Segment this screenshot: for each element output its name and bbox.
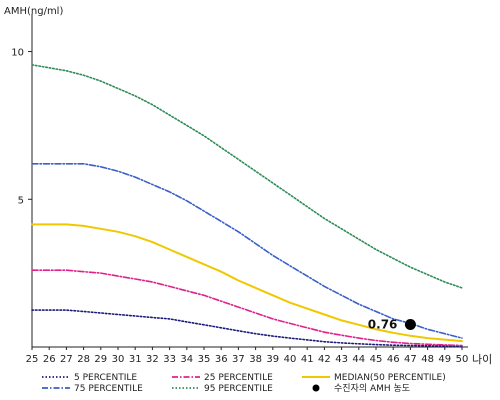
x-tick-label-36: 36 (215, 354, 228, 365)
y-axis-label: AMH(ng/ml) (4, 6, 63, 17)
x-tick-label-50: 50 (456, 354, 469, 365)
legend-label-95-percentile: 95 PERCENTILE (204, 384, 273, 394)
y-tick-label-5: 5 (18, 195, 24, 206)
x-tick-label-47: 47 (404, 354, 417, 365)
x-tick-label-30: 30 (112, 354, 125, 365)
x-tick-label-40: 40 (284, 354, 297, 365)
x-tick-label-44: 44 (352, 354, 365, 365)
x-tick-label-49: 49 (438, 354, 451, 365)
x-tick-label-29: 29 (94, 354, 107, 365)
x-tick-label-35: 35 (198, 354, 211, 365)
x-tick-label-43: 43 (335, 354, 348, 365)
legend-label-25-percentile: 25 PERCENTILE (204, 373, 273, 383)
series-line-25-percentile (31, 269, 463, 347)
x-tick-label-39: 39 (266, 354, 279, 365)
y-tick-label-10: 10 (11, 48, 24, 59)
x-tick-label-32: 32 (146, 354, 159, 365)
x-tick-label-31: 31 (129, 354, 142, 365)
legend-swatch-수진자의-amh-농도 (312, 384, 320, 392)
legend-label-수진자의-amh-농도: 수진자의 AMH 농도 (334, 383, 410, 394)
marker-layer: 0.76 (368, 318, 416, 332)
x-tick-label-46: 46 (387, 354, 400, 365)
series-line-75-percentile (31, 163, 463, 339)
x-tick-label-38: 38 (249, 354, 262, 365)
x-tick-label-27: 27 (60, 354, 73, 365)
x-tick-label-42: 42 (318, 354, 331, 365)
legend: 5 PERCENTILE 25 PERCENTILE MEDIAN(50 PERCE… (42, 373, 446, 394)
series-line-5-percentile (31, 309, 463, 348)
legend-label-median-50-percentile: MEDIAN(50 PERCENTILE) (334, 373, 446, 383)
x-tick-label-45: 45 (370, 354, 383, 365)
legend-label-75-percentile: 75 PERCENTILE (74, 384, 143, 394)
series-line-95-percentile (31, 64, 463, 289)
x-tick-label-41: 41 (301, 354, 314, 365)
legend-label-5-percentile: 5 PERCENTILE (74, 373, 137, 383)
x-tick-label-48: 48 (421, 354, 434, 365)
x-tick-label-37: 37 (232, 354, 245, 365)
series-layer (31, 64, 463, 348)
axes: AMH(ng/ml) 5 10 25 26 27 28 29 30 31 32 33 34 35 36 37 3… (4, 6, 492, 366)
x-tick-label-26: 26 (43, 354, 56, 365)
series-line-median-50-percentile (31, 223, 463, 343)
patient-amh-point (404, 319, 416, 331)
x-tick-label-33: 33 (163, 354, 176, 365)
x-tick-label-34: 34 (180, 354, 193, 365)
x-tick-label-25: 25 (26, 354, 39, 365)
x-axis-label: 나이 (472, 353, 492, 366)
x-tick-label-28: 28 (77, 354, 90, 365)
patient-amh-value-label: 0.76 (368, 318, 398, 332)
